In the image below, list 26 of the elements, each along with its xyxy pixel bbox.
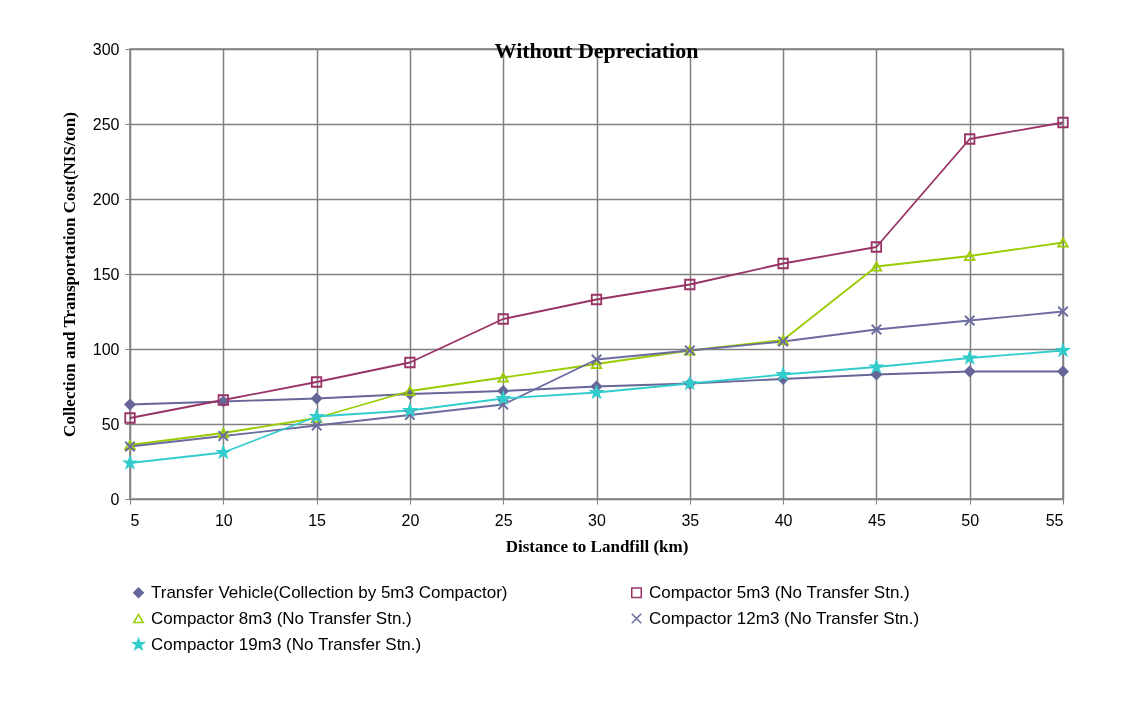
y-tick-label: 0 (110, 490, 120, 508)
legend-label: Compactor 5m3 (No Transfer Stn.) (649, 582, 910, 602)
x-tick-label: 50 (961, 511, 980, 529)
y-tick-label: 50 (101, 415, 120, 433)
x-tick-label: 5 (130, 511, 140, 529)
y-tick-label: 100 (92, 340, 120, 358)
x-tick-label: 40 (774, 511, 793, 529)
x-tick-label: 45 (868, 511, 886, 529)
chart-title: Without Depreciation (494, 38, 699, 63)
x-tick-label: 35 (681, 511, 700, 529)
y-tick-label: 200 (92, 190, 120, 208)
x-tick-label: 10 (214, 511, 233, 529)
y-tick-label: 300 (92, 40, 120, 58)
y-tick-label: 150 (92, 265, 120, 283)
x-tick-label: 25 (494, 511, 513, 529)
legend-label: Transfer Vehicle(Collection by 5m3 Compactor) (151, 582, 508, 602)
x-tick-label: 15 (308, 511, 327, 529)
y-axis-title: Collection and Transportation Cost(NIS/ton) (59, 112, 79, 437)
legend-label: Compactor 19m3 (No Transfer Stn.) (151, 634, 422, 654)
legend-label: Compactor 8m3 (No Transfer Stn.) (151, 608, 412, 628)
y-tick-label: 250 (92, 115, 120, 133)
x-tick-label: 55 (1045, 511, 1064, 529)
x-tick-label: 20 (401, 511, 420, 529)
x-axis-title: Distance to Landfill (km) (505, 536, 689, 556)
legend-label: Compactor 12m3 (No Transfer Stn.) (649, 608, 920, 628)
x-tick-label: 30 (588, 511, 606, 529)
